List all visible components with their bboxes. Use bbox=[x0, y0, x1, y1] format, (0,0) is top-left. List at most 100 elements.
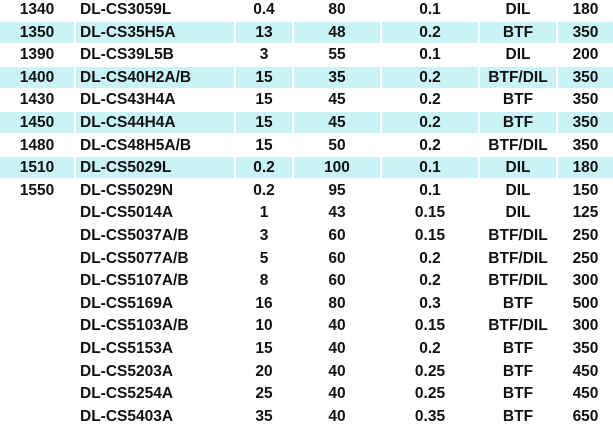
threshold-cell: 100 bbox=[294, 157, 380, 179]
slope-cell: 0.2 bbox=[419, 136, 441, 154]
price-cell: 300 bbox=[572, 272, 599, 290]
power-cell: 15 bbox=[236, 66, 292, 88]
package-cell: BTF bbox=[502, 385, 534, 403]
part-number-cell: DL-CS3059L bbox=[80, 1, 172, 18]
wavelength-cell: 1510 bbox=[0, 157, 74, 179]
threshold-cell: 95 bbox=[328, 181, 346, 199]
part-number-cell: DL-CS5107A/B bbox=[80, 272, 189, 290]
price-cell: 250 bbox=[572, 249, 599, 267]
package-cell: BTF bbox=[502, 340, 534, 357]
threshold-cell: 50 bbox=[328, 136, 346, 154]
price-cell: 350 bbox=[572, 340, 599, 357]
package-cell: BTF/DIL bbox=[488, 227, 548, 244]
power-cell: 3 bbox=[259, 227, 269, 244]
power-cell: 15 bbox=[255, 340, 273, 357]
package-cell: DIL bbox=[505, 1, 531, 18]
price-cell: 350 bbox=[572, 136, 599, 154]
threshold-cell: 40 bbox=[328, 317, 346, 335]
package-cell: BTF bbox=[502, 362, 534, 380]
slope-cell: 0.2 bbox=[419, 340, 441, 357]
part-number-cell: DL-CS5077A/B bbox=[80, 249, 189, 267]
threshold-cell: 55 bbox=[328, 46, 346, 64]
wavelength-cell: 1400 bbox=[0, 66, 74, 88]
package-cell: BTF bbox=[502, 294, 534, 312]
package-cell: DIL bbox=[505, 204, 531, 222]
wavelength-cell: 1480 bbox=[19, 136, 55, 154]
power-cell: 15 bbox=[255, 91, 273, 109]
slope-cell: 0.1 bbox=[419, 1, 441, 18]
price-cell: 250 bbox=[572, 227, 599, 244]
price-cell: 180 bbox=[572, 1, 599, 18]
power-cell: 15 bbox=[255, 136, 273, 154]
threshold-cell: 40 bbox=[328, 362, 346, 380]
price-cell: 650 bbox=[572, 407, 599, 425]
price-cell: 150 bbox=[572, 181, 599, 199]
wavelength-cell: 1340 bbox=[19, 1, 55, 18]
price-cell: 200 bbox=[572, 46, 599, 64]
part-number-cell: DL-CS5254A bbox=[80, 385, 174, 403]
price-cell: 350 bbox=[558, 66, 613, 88]
threshold-cell: 48 bbox=[294, 21, 380, 43]
power-cell: 25 bbox=[255, 385, 273, 403]
package-cell: BTF bbox=[502, 91, 534, 109]
slope-cell: 0.3 bbox=[419, 294, 441, 312]
slope-cell: 0.2 bbox=[419, 91, 441, 109]
threshold-cell: 80 bbox=[328, 294, 346, 312]
wavelength-cell: 1350 bbox=[0, 21, 74, 43]
part-number-cell: DL-CS5029N bbox=[80, 181, 174, 199]
threshold-cell: 80 bbox=[328, 1, 346, 18]
package-cell: BTF/DIL bbox=[488, 249, 548, 267]
slope-cell: 0.2 bbox=[382, 112, 478, 133]
package-cell: BTF bbox=[502, 407, 534, 425]
slope-cell: 0.15 bbox=[414, 317, 446, 335]
slope-cell: 0.15 bbox=[414, 227, 446, 244]
power-cell: 10 bbox=[255, 317, 273, 335]
slope-cell: 0.2 bbox=[382, 66, 478, 88]
price-cell: 450 bbox=[572, 362, 599, 380]
price-cell: 450 bbox=[572, 385, 599, 403]
slope-cell: 0.15 bbox=[414, 204, 446, 222]
threshold-cell: 60 bbox=[328, 227, 346, 244]
wavelength-cell: 1390 bbox=[19, 46, 55, 64]
part-number-cell: DL-CS5103A/B bbox=[80, 317, 189, 335]
power-cell: 0.2 bbox=[253, 181, 275, 199]
part-number-cell: DL-CS5029L bbox=[76, 157, 234, 179]
power-cell: 20 bbox=[255, 362, 273, 380]
package-cell: DIL bbox=[480, 157, 556, 179]
part-number-cell: DL-CS39L5B bbox=[80, 46, 174, 64]
price-cell: 300 bbox=[572, 317, 599, 335]
part-number-cell: DL-CS44H4A bbox=[76, 112, 234, 133]
package-cell: BTF/DIL bbox=[488, 272, 548, 290]
power-cell: 3 bbox=[259, 46, 269, 64]
part-number-cell: DL-CS5203A bbox=[80, 362, 174, 380]
part-number-cell: DL-CS35H5A bbox=[76, 21, 234, 43]
package-cell: BTF/DIL bbox=[488, 317, 548, 335]
threshold-cell: 45 bbox=[294, 112, 380, 133]
wavelength-cell: 1430 bbox=[19, 91, 55, 109]
threshold-cell: 35 bbox=[294, 66, 380, 88]
part-number-cell: DL-CS48H5A/B bbox=[80, 136, 192, 154]
threshold-cell: 45 bbox=[328, 91, 346, 109]
part-number-cell: DL-CS40H2A/B bbox=[76, 66, 234, 88]
price-cell: 500 bbox=[572, 294, 599, 312]
slope-cell: 0.1 bbox=[382, 157, 478, 179]
power-cell: 15 bbox=[236, 112, 292, 133]
threshold-cell: 43 bbox=[328, 204, 346, 222]
price-cell: 350 bbox=[558, 112, 613, 133]
price-cell: 350 bbox=[572, 91, 599, 109]
part-number-cell: DL-CS5403A bbox=[80, 407, 174, 425]
slope-cell: 0.2 bbox=[419, 272, 441, 290]
slope-cell: 0.1 bbox=[419, 181, 441, 199]
price-cell: 125 bbox=[572, 204, 599, 222]
package-cell: BTF bbox=[480, 21, 556, 43]
power-cell: 0.2 bbox=[236, 157, 292, 179]
threshold-cell: 40 bbox=[328, 340, 346, 357]
part-number-cell: DL-CS5153A bbox=[80, 340, 174, 357]
slope-cell: 0.25 bbox=[414, 362, 446, 380]
power-cell: 0.4 bbox=[253, 1, 275, 18]
wavelength-cell: 1550 bbox=[19, 181, 55, 199]
part-number-cell: DL-CS5169A bbox=[80, 294, 174, 312]
slope-cell: 0.25 bbox=[414, 385, 446, 403]
threshold-cell: 40 bbox=[328, 407, 346, 425]
